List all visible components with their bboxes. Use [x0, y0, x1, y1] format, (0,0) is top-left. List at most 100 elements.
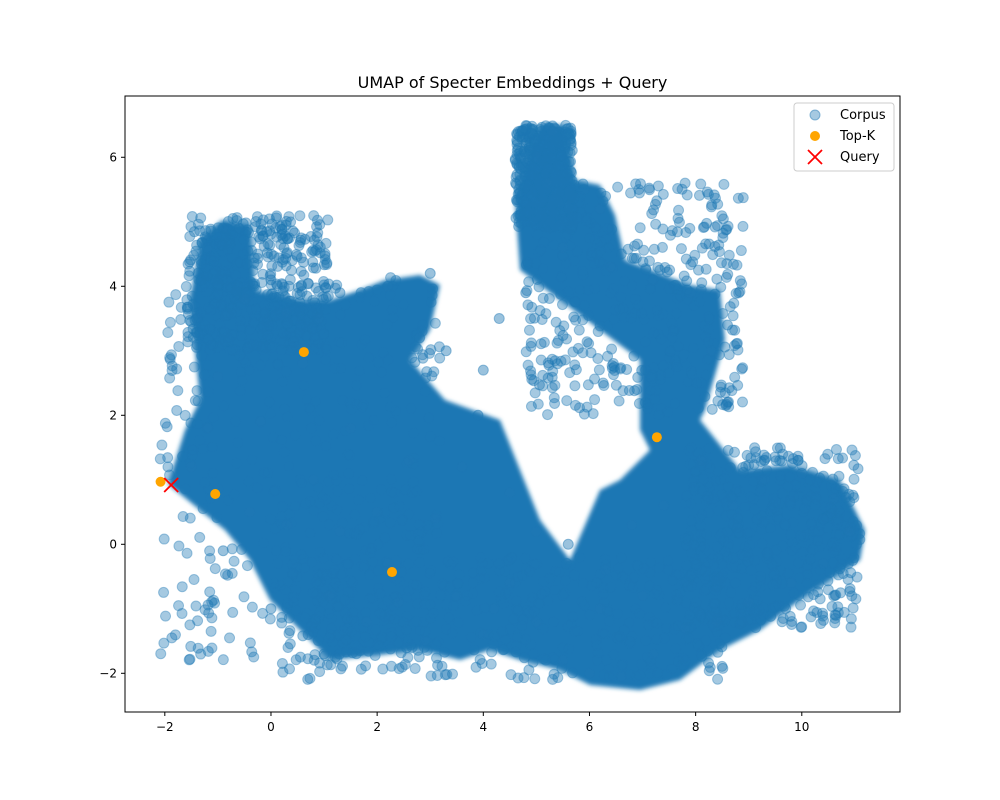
corpus-point [737, 220, 749, 232]
corpus-point [323, 632, 335, 644]
corpus-point [418, 589, 430, 601]
corpus-point [519, 148, 531, 160]
corpus-point [684, 570, 696, 582]
corpus-point [512, 188, 524, 200]
corpus-point [318, 328, 330, 340]
corpus-point [295, 301, 307, 313]
corpus-point [211, 281, 223, 293]
y-tick-label: 0 [109, 537, 117, 551]
corpus-point [223, 224, 235, 236]
corpus-point [223, 332, 235, 344]
corpus-point [528, 606, 540, 618]
corpus-point [591, 654, 603, 666]
corpus-point [255, 225, 267, 237]
corpus-point [248, 316, 260, 328]
corpus-point [343, 468, 355, 480]
corpus-point [638, 563, 650, 575]
corpus-point [552, 159, 564, 171]
corpus-point [482, 557, 494, 569]
corpus-point [499, 565, 511, 577]
corpus-point [291, 287, 303, 299]
corpus-point [224, 234, 236, 246]
corpus-point [317, 552, 329, 564]
corpus-point [668, 623, 680, 635]
corpus-point [224, 237, 236, 249]
corpus-point [277, 289, 289, 301]
corpus-point [671, 361, 683, 373]
corpus-point [346, 576, 358, 588]
corpus-point [227, 212, 239, 224]
corpus-point [741, 527, 753, 539]
corpus-point [162, 461, 174, 473]
corpus-point [262, 329, 274, 341]
corpus-point [212, 371, 224, 383]
corpus-point [395, 647, 407, 659]
corpus-point [265, 248, 277, 260]
corpus-point [323, 278, 335, 290]
corpus-point [725, 508, 737, 520]
corpus-point [681, 275, 693, 287]
corpus-point [657, 308, 669, 320]
corpus-point [727, 552, 739, 564]
corpus-point [453, 568, 465, 580]
corpus-point [184, 265, 196, 277]
corpus-point [563, 203, 575, 215]
corpus-point [241, 560, 253, 572]
corpus-point [590, 634, 602, 646]
corpus-point [156, 439, 168, 451]
corpus-point [307, 474, 319, 486]
corpus-point [234, 276, 246, 288]
corpus-point [280, 546, 292, 558]
corpus-point [385, 643, 397, 655]
corpus-point [272, 557, 284, 569]
corpus-point [278, 327, 290, 339]
corpus-point [364, 569, 376, 581]
corpus-point [244, 341, 256, 353]
corpus-point [340, 299, 352, 311]
corpus-point [653, 562, 665, 574]
corpus-point [368, 516, 380, 528]
corpus-point [344, 449, 356, 461]
corpus-point [331, 554, 343, 566]
corpus-point [201, 269, 213, 281]
corpus-point [212, 341, 224, 353]
corpus-point [493, 313, 505, 325]
corpus-point [319, 281, 331, 293]
corpus-point [290, 314, 302, 326]
corpus-point [819, 453, 831, 465]
x-tick-label: 8 [692, 720, 700, 734]
corpus-point [615, 660, 627, 672]
corpus-point [644, 580, 656, 592]
corpus-point [187, 444, 199, 456]
corpus-point [574, 551, 586, 563]
corpus-point [289, 305, 301, 317]
corpus-point [286, 254, 298, 266]
corpus-point [290, 341, 302, 353]
corpus-point [626, 519, 638, 531]
corpus-point [673, 216, 685, 228]
corpus-point [235, 291, 247, 303]
corpus-point [832, 513, 844, 525]
corpus-point [699, 390, 711, 402]
corpus-point [311, 244, 323, 256]
corpus-point [182, 326, 194, 338]
corpus-point [266, 341, 278, 353]
corpus-point [188, 361, 200, 373]
corpus-point [595, 236, 607, 248]
corpus-point [683, 445, 695, 457]
corpus-point [193, 329, 205, 341]
corpus-point [299, 233, 311, 245]
corpus-point [231, 294, 243, 306]
corpus-point [251, 482, 263, 494]
corpus-point [311, 231, 323, 243]
corpus-point [182, 336, 194, 348]
corpus-point [565, 165, 577, 177]
corpus-point [315, 315, 327, 327]
corpus-point [557, 242, 569, 254]
corpus-point [192, 218, 204, 230]
corpus-point [847, 602, 859, 614]
corpus-point [314, 657, 326, 669]
corpus-point [285, 295, 297, 307]
corpus-point [238, 234, 250, 246]
corpus-point [589, 221, 601, 233]
